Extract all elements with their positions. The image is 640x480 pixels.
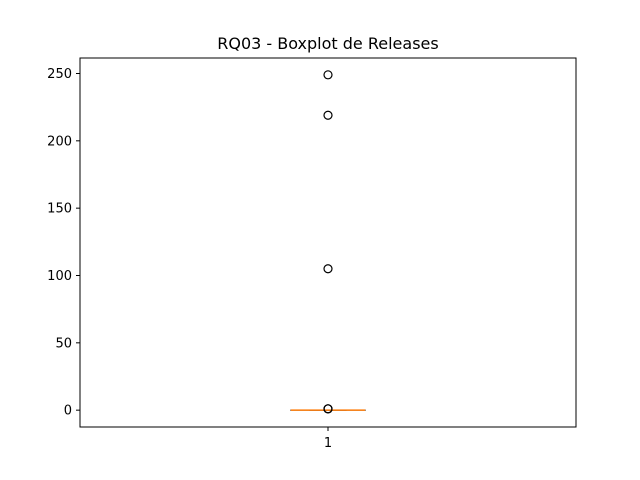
y-tick-label: 200 (47, 134, 72, 149)
outlier-point (323, 264, 333, 274)
y-tick-label: 0 (64, 404, 72, 419)
y-axis: 0 50 100 150 200 250 (47, 67, 80, 419)
outlier-point (323, 70, 333, 80)
x-axis: 1 (324, 427, 332, 451)
y-tick-label: 50 (55, 336, 72, 351)
outlier-point (323, 110, 333, 120)
x-tick-label: 1 (324, 436, 332, 451)
y-tick-label: 100 (47, 269, 72, 284)
axes-frame (79, 57, 577, 428)
y-tick-label: 250 (47, 67, 72, 82)
outlier-point (323, 404, 333, 414)
y-tick-label: 150 (47, 202, 72, 217)
plot-area (290, 70, 366, 414)
chart-title: RQ03 - Boxplot de Releases (217, 34, 438, 53)
